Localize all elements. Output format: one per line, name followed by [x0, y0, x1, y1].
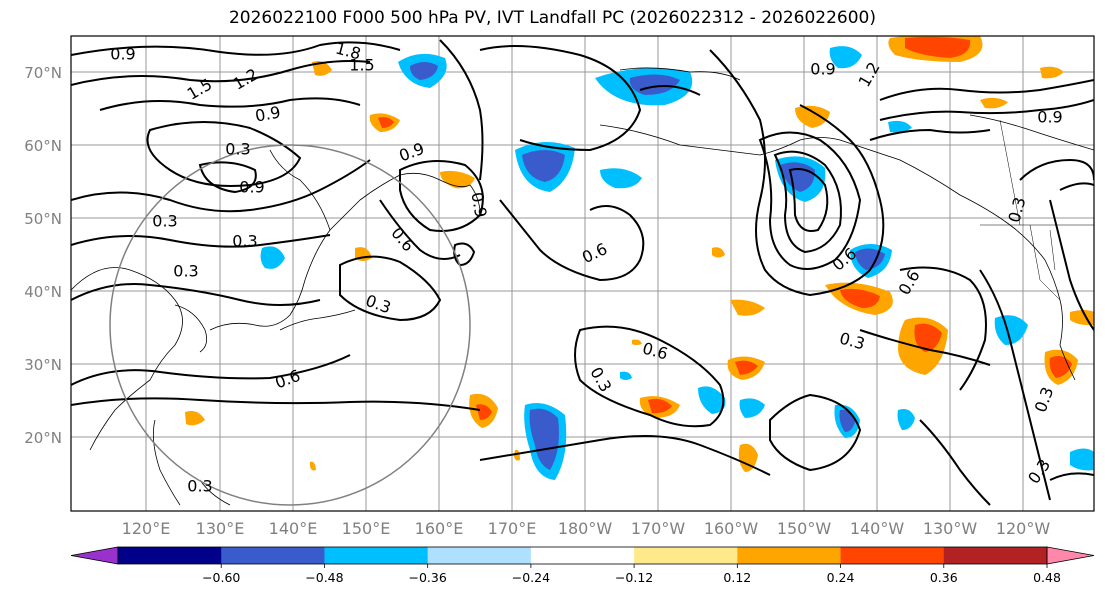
contour-label: 0.9	[810, 60, 835, 79]
contour-label: 0.9	[467, 191, 490, 219]
contour-label: 0.3	[173, 262, 198, 281]
boundaries	[980, 119, 1094, 301]
lon-label: 120°W	[996, 519, 1051, 538]
lon-label: 140°E	[269, 519, 318, 538]
colorbar-tick-label: 0.12	[723, 570, 751, 585]
contour-label: 0.3	[187, 477, 212, 496]
colorbar-extend-high	[1046, 546, 1095, 565]
lat-label: 70°N	[24, 64, 62, 82]
colorbar-segment	[427, 547, 532, 564]
lon-label: 160°E	[415, 519, 464, 538]
contour-label: 0.3	[152, 212, 177, 231]
contour-label: 0.9	[110, 45, 135, 64]
pv-contours	[71, 39, 1094, 506]
colorbar: −0.60 −0.48 −0.36 −0.24 −0.12 0.12 0.24 0.36 0.4…	[70, 546, 1095, 585]
colorbar-tick-label: −0.60	[202, 570, 240, 585]
map-title: 2026022100 F000 500 hPa PV, IVT Landfall…	[228, 8, 876, 28]
colorbar-tick-label: −0.24	[512, 570, 550, 585]
colorbar-tick-label: 0.36	[930, 570, 958, 585]
colorbar-segment	[324, 547, 429, 564]
map-frame	[70, 35, 1095, 512]
colorbar-tick-label: 0.24	[827, 570, 855, 585]
contour-label: 0.9	[254, 102, 282, 125]
latitude-labels: 70°N 60°N 50°N 40°N 30°N 20°N	[24, 64, 62, 447]
colorbar-extend-low	[70, 546, 119, 565]
lon-label: 150°W	[777, 519, 832, 538]
colorbar-segment	[530, 547, 635, 564]
colorbar-segment	[737, 547, 842, 564]
lon-label: 130°W	[923, 519, 978, 538]
lat-label: 20°N	[24, 429, 62, 447]
colorbar-segment	[840, 547, 945, 564]
longitude-labels: 120°E 130°E 140°E 150°E 160°E 170°E 180°W 170°W…	[122, 519, 1051, 538]
colorbar-tick-label: −0.12	[615, 570, 653, 585]
colorbar-tick-label: −0.36	[409, 570, 447, 585]
colorbar-tick-label: −0.48	[305, 570, 343, 585]
contour-label: 0.3	[225, 140, 250, 159]
lat-label: 50°N	[24, 210, 62, 228]
lat-label: 30°N	[24, 356, 62, 374]
lon-label: 140°W	[850, 519, 905, 538]
lon-label: 180°W	[558, 519, 613, 538]
lon-label: 170°W	[631, 519, 686, 538]
lon-label: 160°W	[704, 519, 759, 538]
map-area	[71, 36, 1094, 511]
contour-label: 1.5	[349, 56, 374, 75]
colorbar-segment	[118, 547, 222, 564]
lon-label: 150°E	[342, 519, 391, 538]
lon-label: 170°E	[488, 519, 537, 538]
graticule	[71, 36, 1094, 511]
lon-label: 130°E	[196, 519, 245, 538]
colorbar-segment	[221, 547, 325, 564]
colorbar-segment	[943, 547, 1048, 564]
colorbar-segment	[634, 547, 738, 564]
lat-label: 40°N	[24, 283, 62, 301]
distance-circle	[109, 144, 471, 506]
contour-label: 0.9	[1037, 108, 1062, 127]
colorbar-tick-label: 0.48	[1033, 570, 1061, 585]
lon-label: 120°E	[122, 519, 171, 538]
contour-label: 0.9	[239, 178, 264, 197]
lat-label: 60°N	[24, 137, 62, 155]
contour-label: 0.3	[232, 232, 257, 251]
